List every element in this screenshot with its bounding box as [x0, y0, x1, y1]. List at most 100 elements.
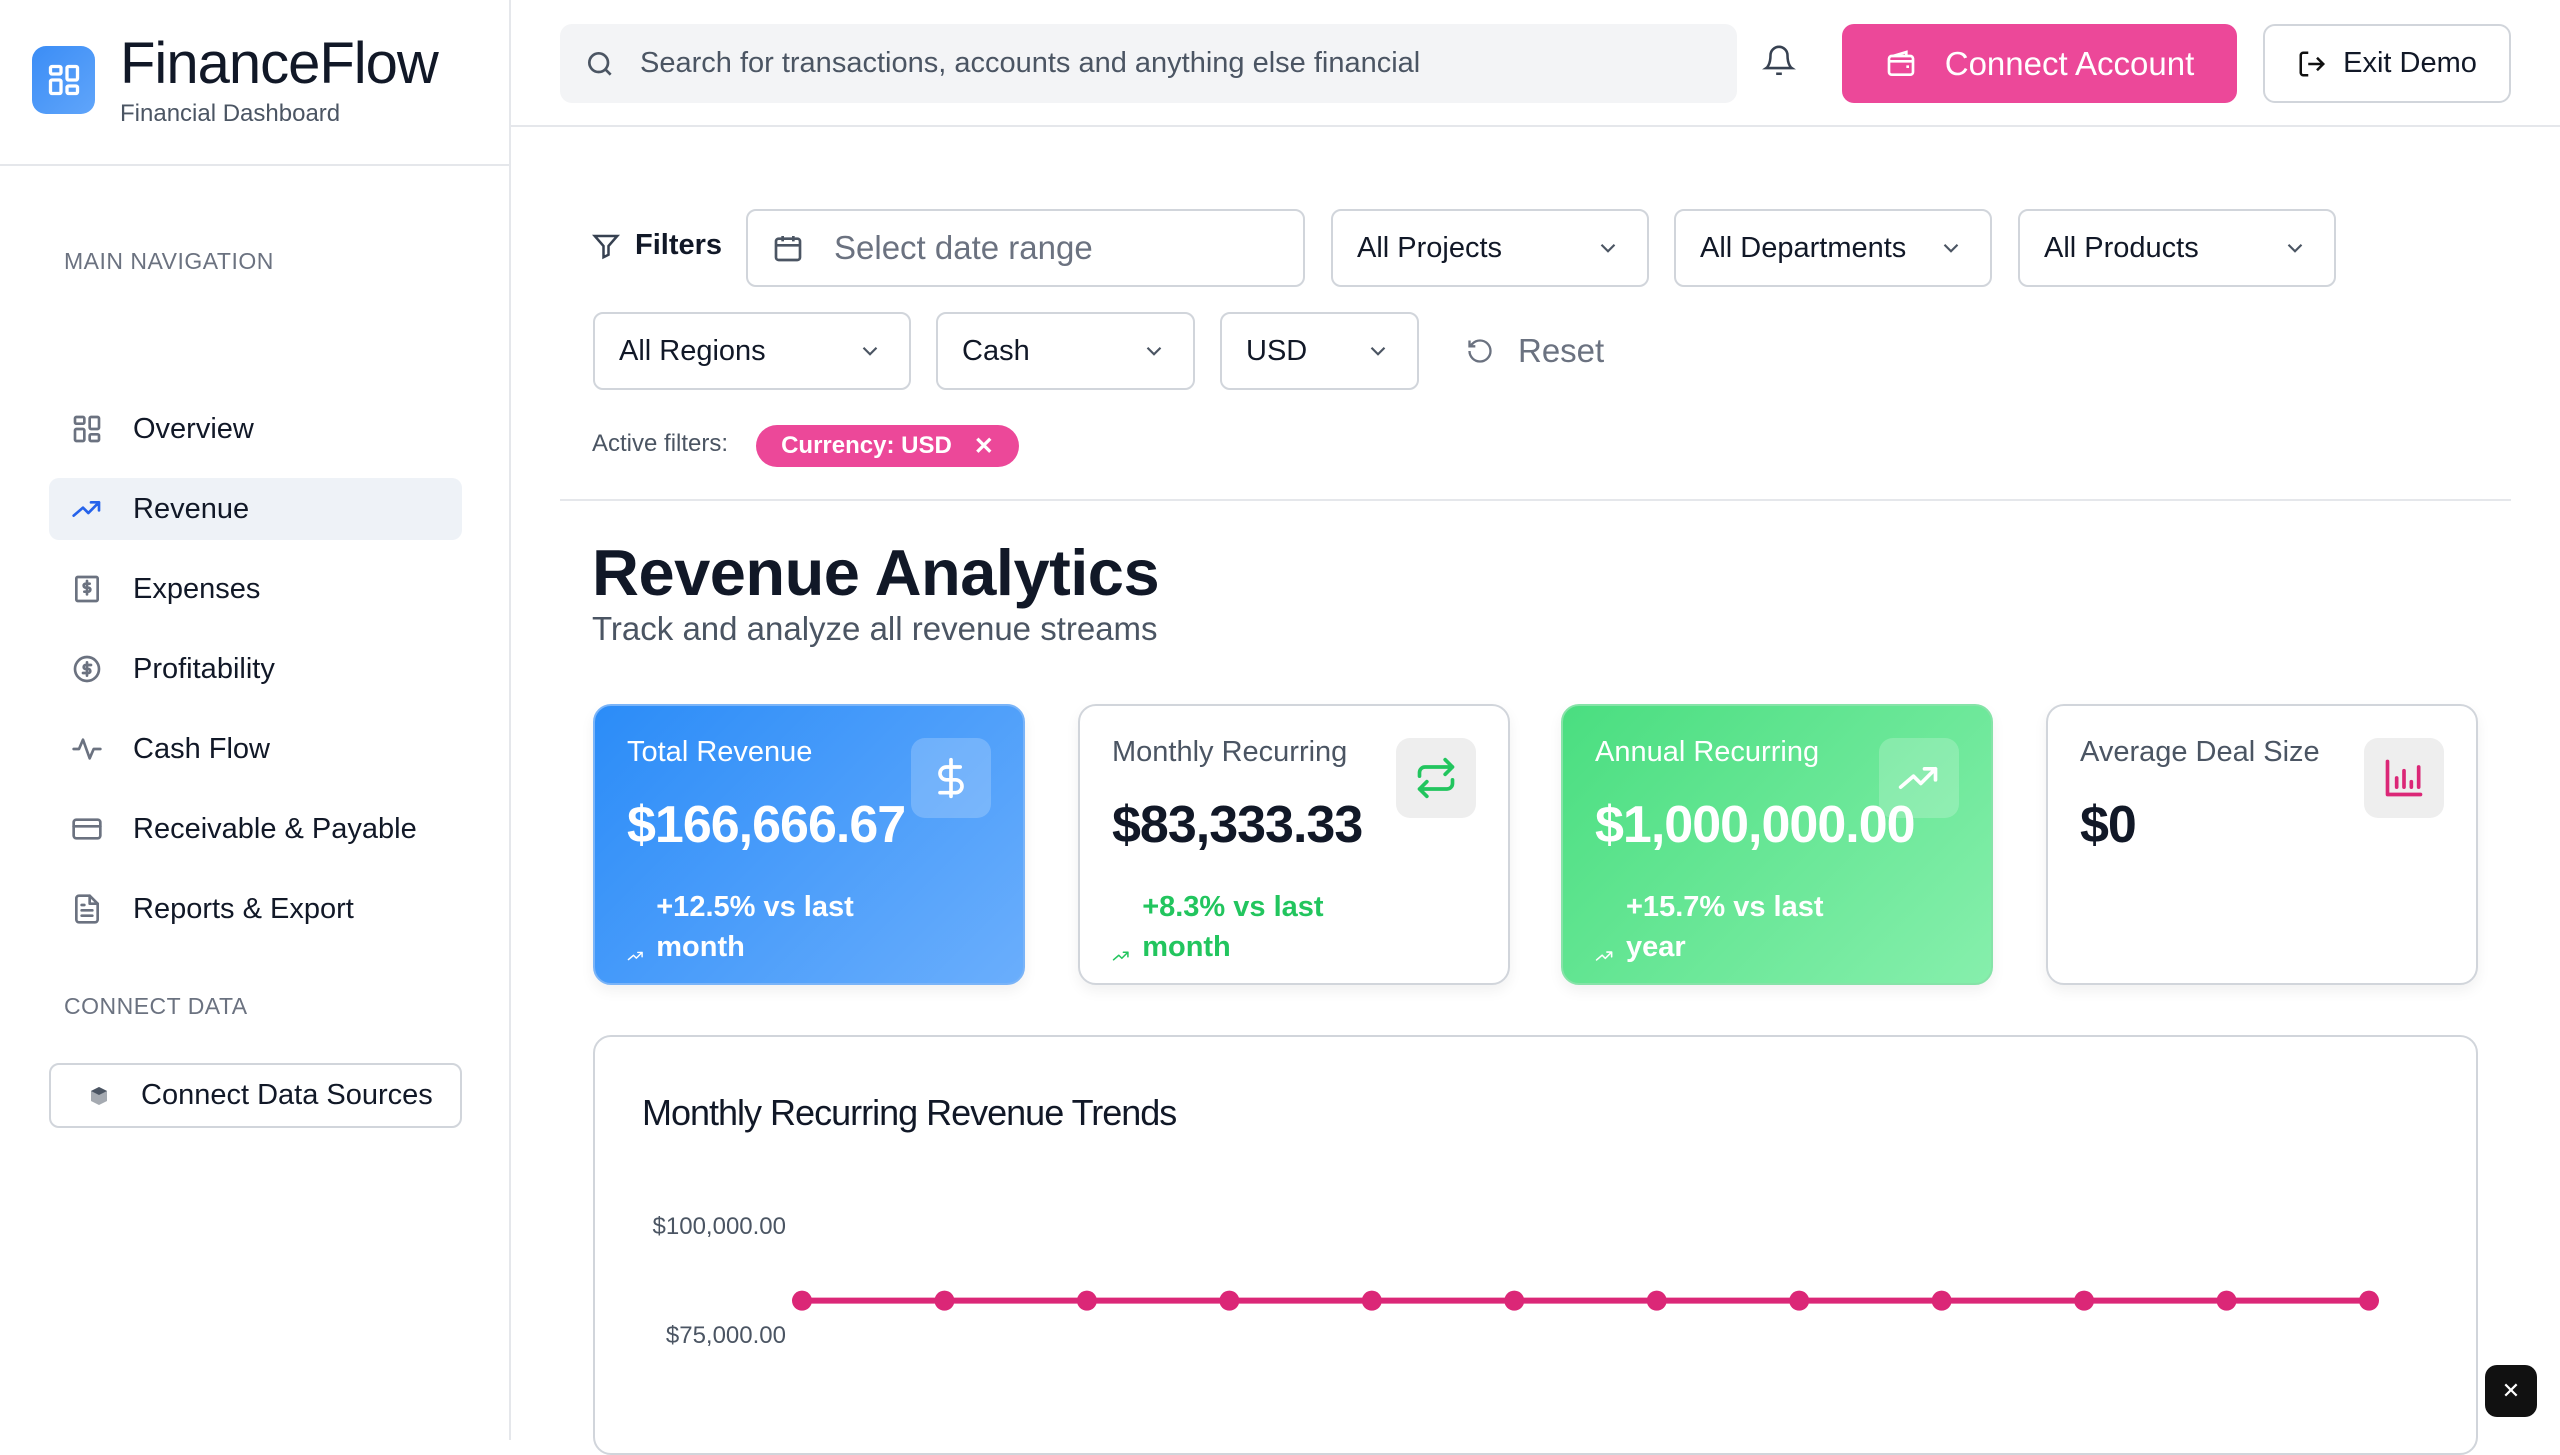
sidebar-item-reports-export[interactable]: Reports & Export — [49, 878, 462, 940]
divider — [0, 164, 511, 166]
sidebar-item-expenses[interactable]: Expenses — [49, 558, 462, 620]
rotate-ccw-icon — [1468, 339, 1492, 363]
section-connect-data: CONNECT DATA — [64, 993, 248, 1019]
box-icon — [91, 1086, 107, 1105]
kpi-change: +15.7% vs last year — [1626, 891, 1824, 963]
chart-title: Monthly Recurring Revenue Trends — [642, 1092, 1177, 1133]
sidebar-item-overview[interactable]: Overview — [49, 398, 462, 460]
sidebar-item-profitability[interactable]: Profitability — [49, 638, 462, 700]
kpi-icon-box — [1396, 738, 1476, 818]
kpi-label: Monthly Recurring — [1112, 736, 1348, 768]
page-subtitle: Track and analyze all revenue streams — [592, 610, 1158, 647]
log-out-icon — [2299, 51, 2326, 76]
kpi-value: $166,666.67 — [627, 796, 906, 854]
basis-select[interactable]: Cash — [936, 312, 1195, 390]
exit-demo-label: Exit Demo — [2343, 47, 2477, 79]
y-tick-label: $100,000.00 — [652, 1213, 786, 1240]
regions-select-value: All Regions — [619, 334, 766, 367]
data-point[interactable] — [1361, 1290, 1382, 1311]
divider — [560, 499, 2511, 501]
chevron-down-icon — [862, 346, 878, 356]
search-input[interactable]: Search for transactions, accounts and an… — [560, 24, 1737, 103]
regions-select[interactable]: All Regions — [593, 312, 911, 390]
repeat-icon — [1417, 757, 1455, 799]
trending-up-icon — [1898, 767, 1938, 789]
products-select-value: All Products — [2044, 231, 2199, 264]
sidebar-item-label: Reports & Export — [133, 892, 354, 925]
chevron-down-icon — [1943, 243, 1959, 253]
departments-select-value: All Departments — [1700, 231, 1907, 264]
connect-account-label: Connect Account — [1944, 44, 2195, 82]
departments-select[interactable]: All Departments — [1674, 209, 1992, 287]
active-filters-label: Active filters: — [592, 430, 729, 457]
data-point[interactable] — [1219, 1290, 1240, 1311]
kpi-icon-box — [2364, 738, 2444, 818]
dollar-circle-icon — [73, 655, 101, 683]
active-filter-chip[interactable]: Currency: USD ✕ — [756, 425, 1019, 467]
sidebar: FinanceFlow Financial Dashboard MAIN NAV… — [0, 0, 511, 1440]
connect-account-button[interactable]: Connect Account — [1842, 24, 2237, 103]
sidebar-item-label: Receivable & Payable — [133, 812, 417, 845]
trending-up-icon — [72, 501, 101, 517]
kpi-icon-box — [1879, 738, 1959, 818]
date-range-picker[interactable]: Select date range — [746, 209, 1305, 287]
reset-button[interactable]: Reset — [1466, 332, 1604, 370]
exit-demo-button[interactable]: Exit Demo — [2263, 24, 2511, 103]
filter-icon — [591, 234, 621, 259]
kpi-value: $0 — [2080, 796, 2137, 854]
kpi-card-monthly-recurring: Monthly Recurring $83,333.33 +8.3% vs la… — [1078, 704, 1510, 985]
kpi-change: +8.3% vs last month — [1142, 891, 1324, 963]
data-point[interactable] — [1076, 1290, 1097, 1311]
grid-icon — [73, 415, 101, 443]
products-select[interactable]: All Products — [2018, 209, 2336, 287]
kpi-card-total-revenue: Total Revenue $166,666.67 +12.5% vs last… — [593, 704, 1025, 985]
header-divider — [511, 125, 2560, 127]
sidebar-item-label: Overview — [133, 412, 254, 445]
sidebar-item-label: Profitability — [133, 652, 275, 685]
data-point[interactable] — [1646, 1290, 1667, 1311]
chevron-down-icon — [1370, 346, 1386, 356]
data-point[interactable] — [2074, 1290, 2095, 1311]
kpi-label: Annual Recurring — [1595, 736, 1820, 768]
receipt-dollar-icon — [75, 575, 99, 603]
logo-icon — [32, 46, 95, 114]
kpi-card-average-deal-size: Average Deal Size $0 — [2046, 704, 2478, 985]
dollar-icon — [938, 757, 964, 799]
search-placeholder: Search for transactions, accounts and an… — [640, 47, 1421, 79]
trending-up-icon — [1595, 951, 1613, 961]
data-point[interactable] — [1789, 1290, 1810, 1311]
data-point[interactable] — [1931, 1290, 1952, 1311]
data-point[interactable] — [1504, 1290, 1525, 1311]
projects-select-value: All Projects — [1357, 231, 1503, 264]
app-title: FinanceFlow — [120, 31, 439, 96]
kpi-label: Total Revenue — [627, 736, 813, 768]
wallet-icon — [1887, 49, 1915, 76]
projects-select[interactable]: All Projects — [1331, 209, 1649, 287]
currency-select[interactable]: USD — [1220, 312, 1419, 390]
sidebar-item-revenue[interactable]: Revenue — [49, 478, 462, 540]
sidebar-item-label: Expenses — [133, 572, 261, 605]
trending-up-icon — [1112, 951, 1129, 961]
bar-chart-icon — [2385, 759, 2423, 797]
data-point[interactable] — [2216, 1290, 2237, 1311]
trending-up-icon — [627, 951, 643, 961]
section-main-navigation: MAIN NAVIGATION — [64, 248, 274, 274]
data-point[interactable] — [792, 1290, 812, 1311]
kpi-card-annual-recurring: Annual Recurring $1,000,000.00 +15.7% vs… — [1561, 704, 1993, 985]
file-text-icon — [75, 894, 99, 924]
close-icon[interactable]: ✕ — [973, 432, 994, 460]
sidebar-item-receivable-payable[interactable]: Receivable & Payable — [49, 798, 462, 860]
data-point[interactable] — [934, 1290, 955, 1311]
data-point[interactable] — [2359, 1290, 2379, 1311]
sidebar-item-cash-flow[interactable]: Cash Flow — [49, 718, 462, 780]
basis-select-value: Cash — [962, 334, 1030, 367]
chevron-down-icon — [2287, 243, 2303, 253]
currency-select-value: USD — [1246, 334, 1308, 367]
connect-data-sources-button[interactable]: Connect Data Sources — [49, 1063, 462, 1128]
date-range-placeholder: Select date range — [834, 229, 1093, 266]
close-toast-button[interactable]: ✕ — [2485, 1365, 2537, 1417]
bell-icon[interactable] — [1762, 44, 1796, 83]
filters-label: Filters — [591, 229, 722, 262]
page-title: Revenue Analytics — [592, 536, 1160, 609]
activity-icon — [72, 738, 102, 760]
